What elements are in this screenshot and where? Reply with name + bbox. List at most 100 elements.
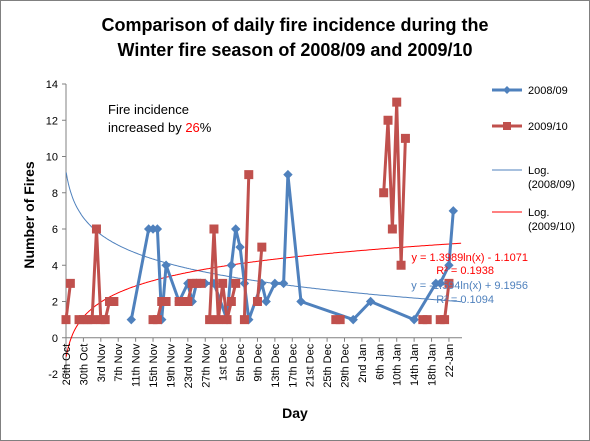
x-tick-label: 19th Nov xyxy=(165,343,177,388)
x-tick-label: 13th Dec xyxy=(270,343,282,388)
legend-log-2008-09-label-1: Log. xyxy=(528,165,549,177)
x-tick-label: 7th Nov xyxy=(113,343,125,381)
x-tick-label: 29th Dec xyxy=(340,343,352,388)
y-tick-label: 6 xyxy=(52,224,58,236)
series-2009-10-point xyxy=(379,188,389,198)
series-2009-10-point xyxy=(244,170,254,180)
series-2008-09-point xyxy=(261,296,271,307)
trend-equation-2008-09: y = -1.594ln(x) + 9.1956 xyxy=(411,280,528,292)
x-tick-label: 23rd Nov xyxy=(183,343,195,388)
series-2009-10-point xyxy=(100,315,110,325)
x-tick-label: 25th Dec xyxy=(322,343,334,388)
x-tick-label: 18th Jan xyxy=(427,344,439,386)
chart-legend: 2008/09 2009/10 Log. (2008/09) Log. (2009/10) xyxy=(492,85,575,233)
x-tick-label: 27th Nov xyxy=(200,343,212,388)
series-2008-09-point xyxy=(444,260,454,270)
series-2009-10-point xyxy=(61,315,71,325)
x-tick-label: 26th Oct xyxy=(61,344,73,386)
series-2009-10-point xyxy=(400,133,410,143)
chart-title-line-2: Winter fire season of 2008/09 and 2009/1… xyxy=(117,40,472,60)
x-tick-label: 21st Dec xyxy=(305,343,317,387)
series-2009-10-point xyxy=(335,315,345,325)
legend-marker-2009-10 xyxy=(503,122,511,130)
x-tick-label: 11th Nov xyxy=(131,343,143,387)
series-2009-10-point xyxy=(196,278,206,288)
series-2008-09-point xyxy=(231,224,241,234)
series-2008-09-line xyxy=(129,173,455,322)
series-2009-10-point xyxy=(87,315,97,325)
plot-area xyxy=(61,83,462,375)
x-tick-label: 5th Dec xyxy=(235,343,247,381)
trend-r2-2009-10: R² = 0.1938 xyxy=(436,265,494,277)
series-2009-10-point xyxy=(396,260,406,270)
series-2009-10-point xyxy=(218,278,228,288)
y-tick-label: 2 xyxy=(52,297,58,309)
series-2008-09-point xyxy=(296,296,306,307)
x-tick-label: 10th Jan xyxy=(392,344,404,386)
series-2009-10-point xyxy=(152,315,162,325)
series-2009-10-point xyxy=(161,297,171,306)
legend-label-2009-10: 2009/10 xyxy=(528,121,568,133)
series-2009-10-point xyxy=(209,224,219,234)
y-axis-title: Number of Fires xyxy=(21,161,37,269)
series-2009-10-point xyxy=(440,315,450,325)
x-tick-label: 14th Jan xyxy=(409,344,421,386)
series-2008-09-point xyxy=(235,242,245,252)
trendline-2009-10 xyxy=(65,242,462,357)
series-2009-10-point xyxy=(222,315,232,325)
legend-log-2009-10-label-1: Log. xyxy=(528,207,549,219)
series-2009-10-point xyxy=(109,297,119,306)
series-2009-10-point xyxy=(231,278,241,288)
series-2008-09-point xyxy=(161,260,171,270)
series-2009-10-line xyxy=(382,100,407,267)
y-tick-label: 12 xyxy=(46,115,58,127)
series-2009-10-point xyxy=(213,315,223,325)
series-2009-10-point xyxy=(239,315,249,325)
x-tick-label: 17th Dec xyxy=(287,343,299,388)
x-axis-title: Day xyxy=(282,405,308,421)
series-2009-10-point xyxy=(183,297,193,306)
series-2009-10-point xyxy=(91,224,101,234)
series-2009-10-point xyxy=(65,278,75,288)
series-2009-10-point xyxy=(257,242,267,252)
series-2008-09-point xyxy=(152,224,163,234)
y-tick-label: -2 xyxy=(48,369,58,381)
series-2009-10-line xyxy=(64,283,72,320)
series-2008-09-point xyxy=(126,314,136,325)
series-2009-10-point xyxy=(226,297,236,306)
x-tick-label: 6th Jan xyxy=(374,344,386,380)
series-2009-10-point xyxy=(383,115,393,125)
annotation-prefix: increased by xyxy=(108,120,185,135)
trend-r2-2008-09: R² = 0.1094 xyxy=(436,294,494,306)
series-2008-09-point xyxy=(283,169,293,180)
series-2009-10-point xyxy=(387,224,397,234)
annotation-suffix: % xyxy=(200,120,212,135)
x-tick-label: 30th Oct xyxy=(78,344,90,386)
legend-label-2008-09: 2008/09 xyxy=(528,85,568,97)
x-tick-label: 9th Dec xyxy=(252,343,264,381)
series-2008-09-point xyxy=(409,314,419,325)
series-2009-10-line xyxy=(242,174,251,320)
y-tick-label: 0 xyxy=(52,333,58,345)
annotation-line-2: increased by 26% xyxy=(108,120,212,135)
series-2008-09-point xyxy=(348,314,358,325)
x-tick-label: 1st Dec xyxy=(218,343,230,381)
series-2008-09-point xyxy=(226,260,237,270)
trend-equation-2009-10: y = 1.3989ln(x) - 1.1071 xyxy=(412,252,529,264)
series-2009-10-point xyxy=(444,278,454,288)
x-tick-label: 15th Nov xyxy=(148,343,160,388)
annotation-value: 26 xyxy=(185,120,199,135)
series-2009-10-line xyxy=(256,246,264,302)
trendline-equations: y = 1.3989ln(x) - 1.1071 R² = 0.1938 y =… xyxy=(411,252,528,306)
series-2009-10-point xyxy=(252,297,262,306)
series-2008-09-point xyxy=(435,278,445,289)
annotation-line-1: Fire incidence xyxy=(108,102,189,117)
y-tick-label: 4 xyxy=(52,260,58,272)
y-tick-label: 8 xyxy=(52,188,58,200)
legend-log-2009-10-label-2: (2009/10) xyxy=(528,221,575,233)
x-tick-label: 2nd Jan xyxy=(357,344,369,383)
series-2009-10-point xyxy=(205,315,215,325)
